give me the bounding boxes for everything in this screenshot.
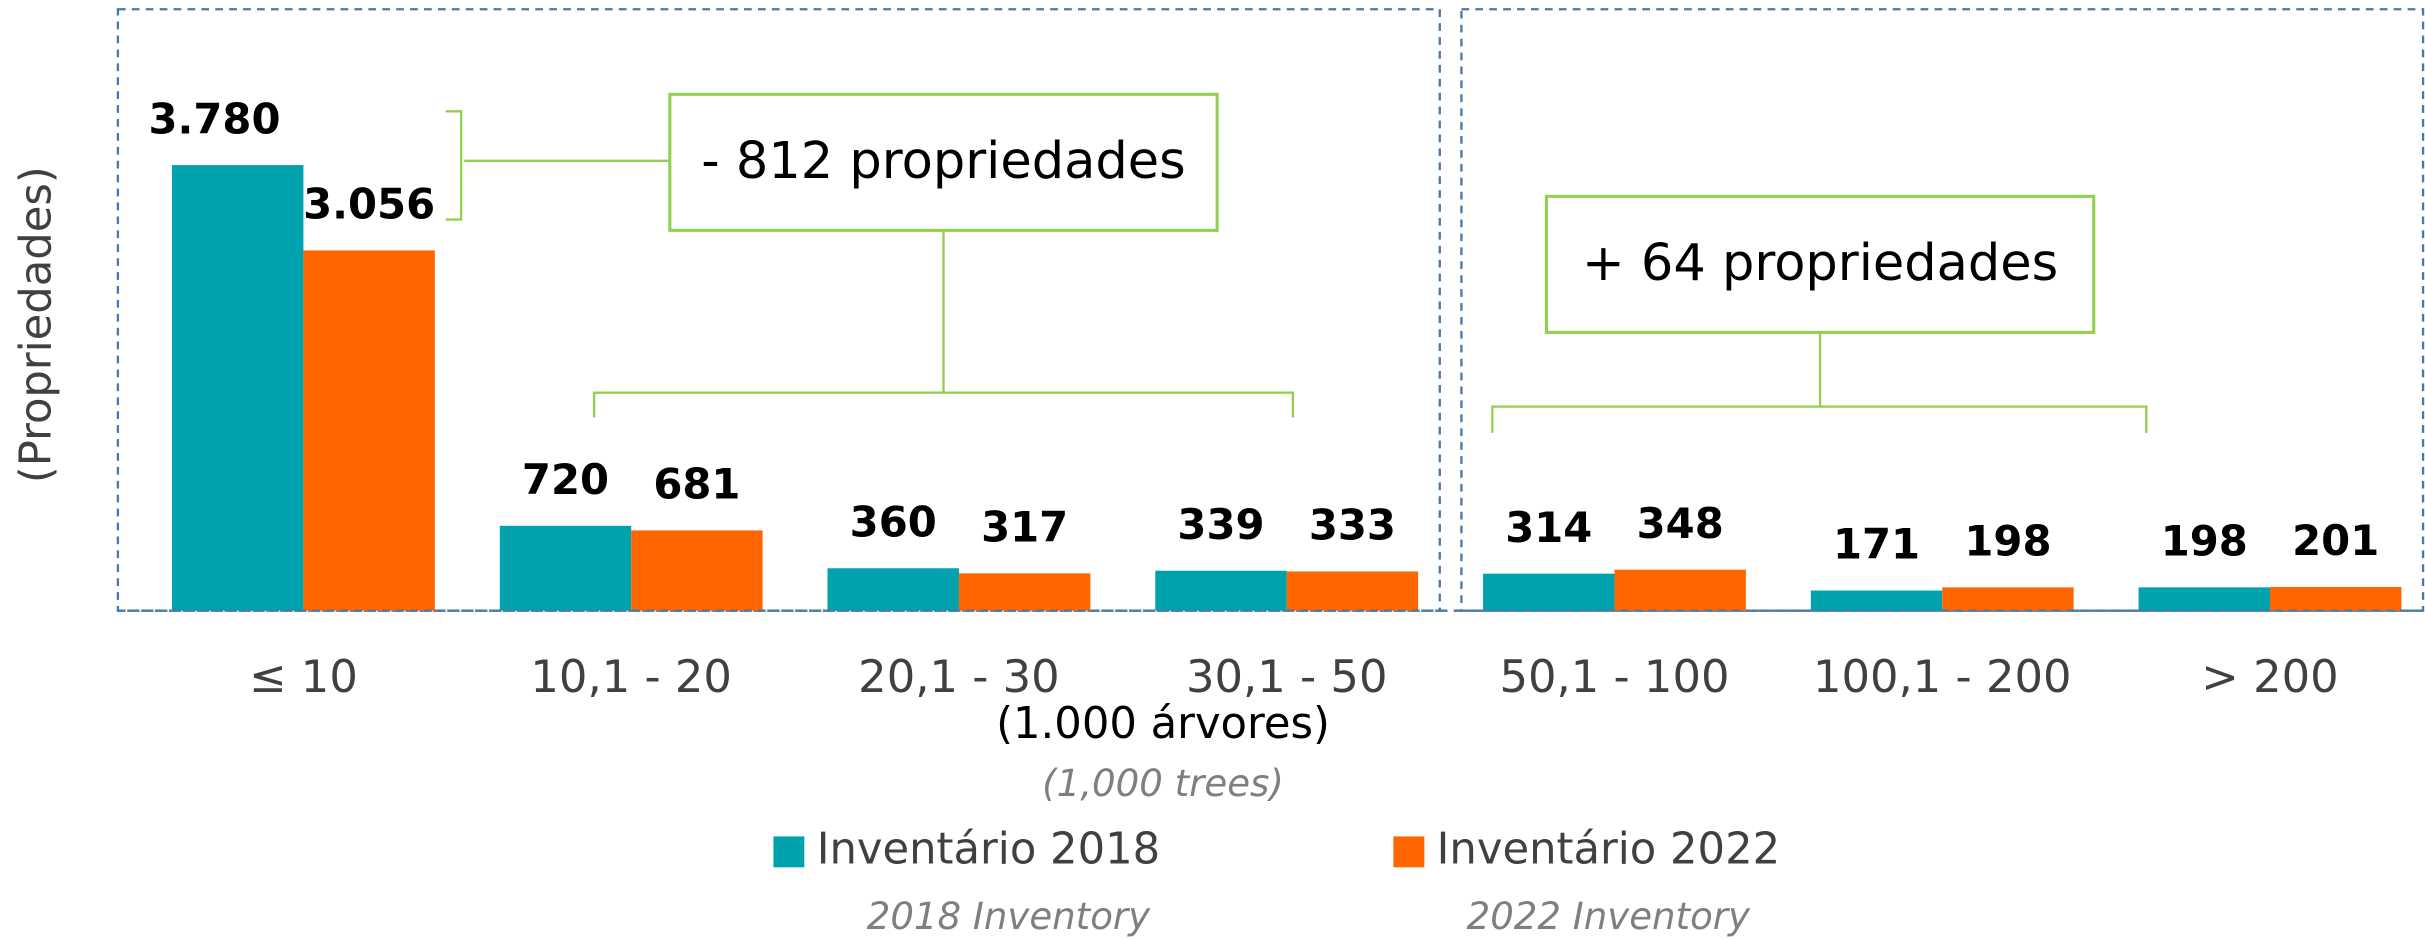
left-frame — [116, 8, 1441, 612]
x-tick-label: 30,1 - 50 — [1186, 650, 1388, 703]
legend-label: Inventário 2022 — [1437, 824, 1780, 874]
brackets — [445, 92, 2148, 433]
bar — [2138, 587, 2270, 611]
right-frame — [1460, 8, 2425, 612]
data-label: 3.780 — [149, 94, 281, 143]
bar — [303, 250, 435, 611]
x-tick-label: > 200 — [2201, 650, 2338, 703]
bar — [499, 525, 632, 611]
x-axis-label-en: (1,000 trees) — [1042, 762, 1284, 805]
frames — [116, 8, 2425, 612]
x-tick-label: ≤ 10 — [249, 650, 358, 703]
x-tick-label: 50,1 - 100 — [1499, 650, 1729, 703]
bar — [2270, 586, 2402, 611]
data-label: 348 — [1637, 499, 1724, 548]
data-label: 3.056 — [303, 180, 435, 229]
legend-sublabel: 2018 Inventory — [867, 895, 1151, 938]
bracket-left — [592, 230, 1295, 418]
annotation: + 64 propriedades — [1582, 234, 2058, 293]
annotation: - 812 propriedades — [701, 132, 1185, 191]
data-label: 198 — [2161, 517, 2248, 566]
data-label: 314 — [1505, 503, 1592, 552]
bar — [1614, 569, 1746, 611]
data-label: 339 — [1177, 500, 1264, 549]
x-axis-label: (1.000 árvores) — [996, 699, 1330, 749]
data-label: 720 — [522, 455, 609, 504]
data-label: 360 — [850, 497, 937, 546]
data-label: 201 — [2292, 516, 2379, 565]
annotation-box — [1544, 194, 2096, 334]
bar — [172, 165, 304, 611]
data-label: 198 — [1964, 517, 2051, 566]
bar — [827, 568, 959, 611]
data-label: 317 — [981, 503, 1068, 552]
bar — [958, 573, 1091, 611]
legend-swatch — [773, 836, 805, 868]
bracket-top — [445, 110, 670, 221]
bar — [1155, 570, 1287, 611]
bar — [631, 530, 763, 611]
legend-sublabel: 2022 Inventory — [1467, 895, 1751, 938]
y-axis-label: (Propriedades) — [12, 166, 62, 483]
x-tick-label: 20,1 - 30 — [858, 650, 1060, 703]
annotation-box — [668, 92, 1219, 232]
bar — [1810, 590, 1943, 611]
bar — [1942, 587, 2074, 611]
x-tick-label: 10,1 - 20 — [530, 650, 732, 703]
data-label: 681 — [653, 460, 740, 509]
bar — [1483, 573, 1615, 611]
data-label: 333 — [1309, 501, 1396, 550]
bracket-right — [1491, 332, 2148, 433]
legend-swatch — [1393, 836, 1425, 868]
x-tick-label: 100,1 - 200 — [1813, 650, 2072, 703]
bar — [1286, 571, 1419, 611]
legend-label: Inventário 2018 — [817, 824, 1160, 874]
data-label: 171 — [1833, 520, 1920, 569]
